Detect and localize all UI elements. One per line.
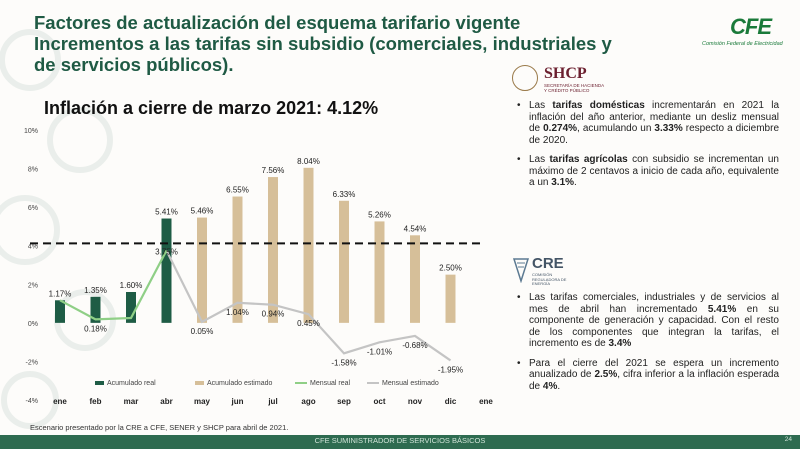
- x-tick-label: may: [194, 397, 211, 406]
- bar-acumulado-estimado: [303, 167, 314, 323]
- bar-acumulado-estimado: [339, 200, 349, 323]
- y-tick-label: -2%: [26, 359, 38, 366]
- x-tick-label: ago: [301, 397, 315, 406]
- y-tick-label: 6%: [28, 205, 38, 212]
- shcp-seal-icon: [512, 65, 538, 91]
- cre-bullet-comerciales: Las tarifas comerciales, industriales y …: [517, 292, 779, 350]
- line-mensual-real: [59, 250, 168, 321]
- x-tick-label: mar: [124, 397, 139, 406]
- x-tick-label: feb: [90, 397, 102, 406]
- shcp-logo-subtitle: SECRETARÍA DE HACIENDA Y CRÉDITO PÚBLICO: [544, 83, 604, 93]
- data-label: -1.58%: [331, 358, 356, 367]
- data-label: 0.45%: [297, 319, 320, 328]
- data-label: 2.50%: [439, 264, 462, 273]
- bar-acumulado-real: [161, 218, 172, 323]
- data-label: 8.04%: [297, 157, 320, 166]
- x-tick-label: ene: [479, 397, 493, 406]
- x-tick-label: abr: [160, 397, 172, 406]
- legend-acumulado-estimado: Acumulado estimado: [195, 380, 272, 387]
- x-tick-label: ene: [53, 397, 67, 406]
- y-tick-label: -4%: [26, 398, 38, 405]
- data-label: 1.35%: [84, 286, 107, 295]
- data-label: 6.33%: [333, 190, 356, 199]
- cre-mark-icon: [512, 258, 530, 283]
- data-label: 3.75%: [155, 248, 178, 257]
- cre-bullets: Las tarifas comerciales, industriales y …: [517, 292, 779, 400]
- shcp-logo-text: SHCP: [544, 65, 587, 82]
- legend-acumulado-real: Acumulado real: [95, 380, 156, 387]
- bar-acumulado-estimado: [374, 221, 385, 323]
- data-label: 5.46%: [191, 207, 214, 216]
- data-label: 6.55%: [226, 186, 249, 195]
- cre-bullet-cierre-2021: Para el cierre del 2021 se espera un inc…: [517, 358, 779, 393]
- bar-acumulado-estimado: [232, 196, 243, 323]
- x-tick-label: jun: [231, 397, 244, 406]
- bar-acumulado-estimado: [268, 177, 278, 323]
- footer-bar: [0, 435, 800, 449]
- chart-title: Inflación a cierre de marzo 2021: 4.12%: [44, 98, 379, 118]
- legend-label: Acumulado real: [107, 380, 156, 387]
- inflation-chart: 10% 8% 6% 4% 2% 0% -2% -4% ene feb mar abr may jun jul…: [24, 128, 493, 406]
- x-tick-label: oct: [374, 397, 386, 406]
- legend-mensual-real: Mensual real: [295, 380, 350, 387]
- y-tick-label: 8%: [28, 167, 38, 174]
- shcp-logo: SHCP SECRETARÍA DE HACIENDA Y CRÉDITO PÚ…: [512, 65, 612, 95]
- cre-logo-subtitle: COMISIÓN REGULADORA DE ENERGÍA: [532, 272, 567, 286]
- x-tick-label: dic: [445, 397, 457, 406]
- bar-acumulado-real: [126, 292, 136, 323]
- data-label: 5.26%: [368, 210, 391, 219]
- bar-acumulado-estimado: [197, 217, 207, 323]
- data-label: 1.17%: [49, 289, 72, 298]
- data-label: 4.54%: [404, 224, 427, 233]
- cre-logo-text: CRE: [532, 255, 564, 272]
- x-tick-label: jul: [267, 397, 277, 406]
- shcp-bullet-domesticas: Las tarifas domésticas incrementarán en …: [517, 100, 779, 146]
- cre-logo: CRE COMISIÓN REGULADORA DE ENERGÍA: [512, 255, 582, 289]
- legend-mensual-estimado: Mensual estimado: [367, 380, 439, 387]
- legend-label: Acumulado estimado: [207, 380, 273, 387]
- bar-acumulado-real: [90, 296, 101, 323]
- footer-text: CFE SUMINISTRADOR DE SERVICIOS BÁSICOS: [314, 436, 486, 445]
- decorative-pattern: [0, 29, 116, 429]
- y-tick-label: 4%: [28, 244, 38, 251]
- cfe-logo: CFE Comisión Federal de Electricidad: [700, 14, 792, 50]
- page-number: 24: [784, 436, 792, 443]
- data-label: 0.05%: [191, 327, 214, 336]
- data-label: 5.41%: [155, 208, 178, 217]
- data-label: -1.95%: [438, 365, 463, 374]
- title-line-1: Factores de actualización del esquema ta…: [34, 12, 521, 33]
- cfe-logo-mark: CFE: [730, 14, 772, 39]
- legend-label: Mensual estimado: [382, 380, 439, 387]
- x-tick-label: nov: [408, 397, 423, 406]
- y-tick-label: 10%: [24, 128, 38, 135]
- bar-acumulado-estimado: [445, 274, 456, 323]
- shcp-bullet-agricolas: Las tarifas agrícolas con subsidio se in…: [517, 154, 779, 189]
- page-title: Factores de actualización del esquema ta…: [34, 12, 674, 75]
- y-tick-label: 0%: [28, 321, 38, 328]
- chart-legend: Acumulado real Acumulado estimado Mensua…: [95, 380, 475, 392]
- legend-label: Mensual real: [310, 380, 351, 387]
- title-line-3: de servicios públicos).: [34, 54, 234, 75]
- data-label: -1.01%: [367, 347, 392, 356]
- data-label: 1.04%: [226, 308, 249, 317]
- shcp-bullets: Las tarifas domésticas incrementarán en …: [517, 100, 779, 197]
- data-label: 0.94%: [262, 310, 285, 319]
- y-tick-label: 2%: [28, 282, 38, 289]
- x-tick-label: sep: [337, 397, 351, 406]
- line-mensual-estimado: [165, 250, 452, 362]
- bar-acumulado-estimado: [410, 235, 420, 323]
- data-label: -0.68%: [402, 341, 427, 350]
- title-line-2: Incrementos a las tarifas sin subsidio (…: [34, 33, 612, 54]
- bar-acumulado-real: [55, 300, 65, 323]
- data-label: 7.56%: [262, 166, 285, 175]
- footnote: Escenario presentado por la CRE a CFE, S…: [30, 423, 289, 432]
- cfe-logo-subtitle: Comisión Federal de Electricidad: [702, 41, 783, 47]
- data-label: 0.18%: [84, 324, 107, 333]
- data-label: 1.60%: [120, 281, 143, 290]
